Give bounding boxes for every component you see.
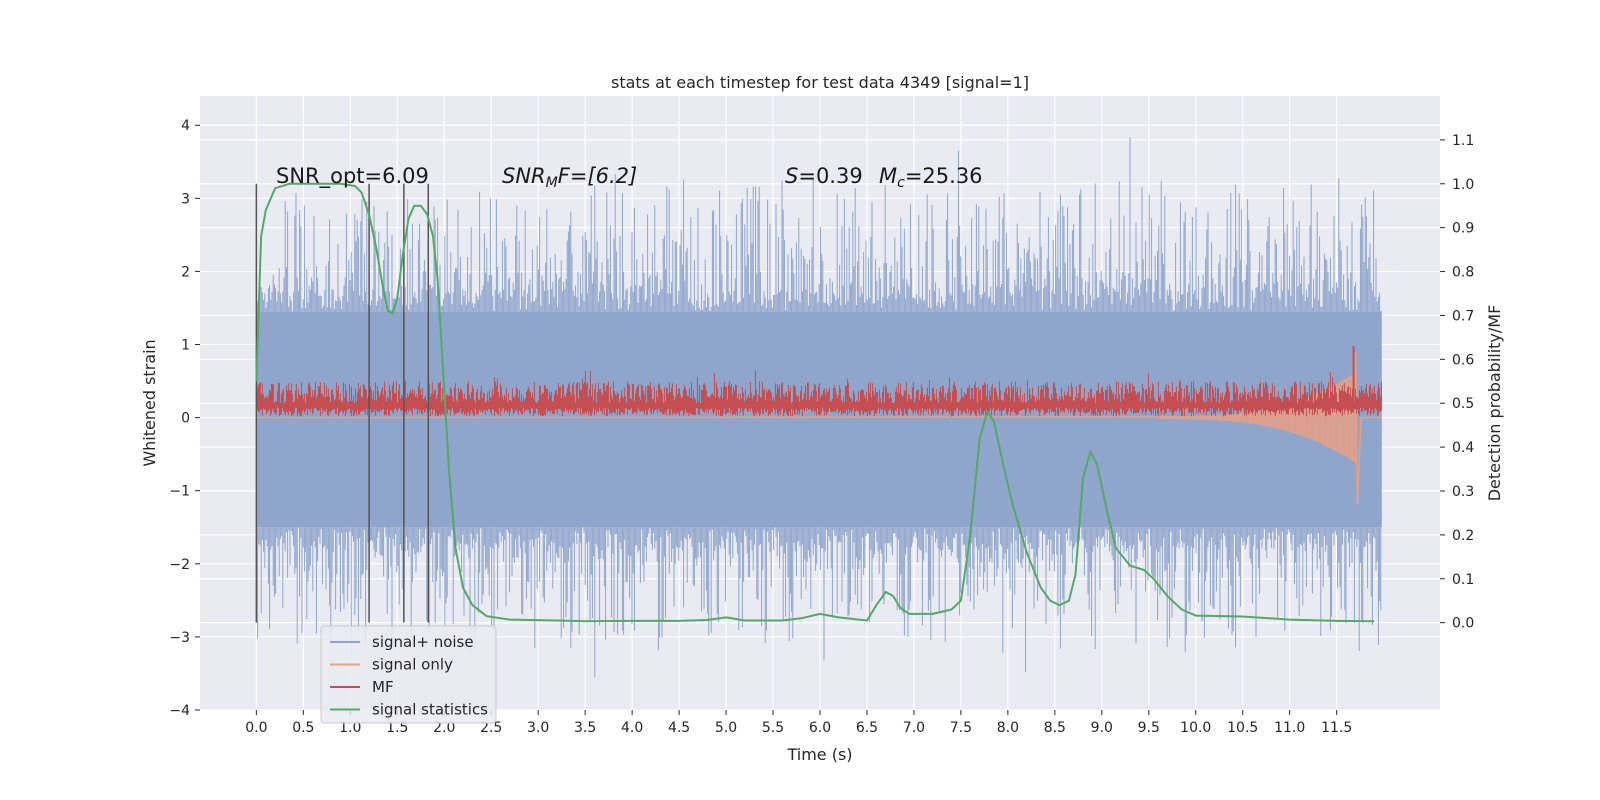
x-tick-label: 9.5 [1138, 720, 1160, 736]
x-tick-label: 6.0 [809, 720, 831, 736]
annotation-s-symbol: S [785, 164, 798, 188]
y-right-tick-label: 0.2 [1452, 528, 1474, 544]
chart-title: stats at each timestep for test data 434… [611, 73, 1029, 92]
y-left-tick-label: 0 [181, 411, 190, 427]
x-tick-label: 0.5 [292, 720, 314, 736]
annotation-snr-opt: SNR_opt=6.09 [276, 164, 429, 189]
y-right-tick-label: 1.1 [1452, 133, 1474, 149]
annotation-snr-mf-subscript: M [546, 175, 558, 191]
y-left-tick-label: −2 [169, 557, 190, 573]
y-left-tick-label: −1 [169, 484, 190, 500]
x-tick-label: 6.5 [856, 720, 878, 736]
y-axis-left-label: Whitened strain [140, 339, 159, 466]
legend-label: signal statistics [372, 701, 488, 719]
x-tick-label: 2.0 [433, 720, 455, 736]
y-left-tick-label: 3 [181, 191, 190, 207]
x-tick-label: 4.5 [668, 720, 690, 736]
x-tick-label: 10.5 [1227, 720, 1258, 736]
y-axis-left-ticks: 4 3 2 1 0 −1 −2 −3 −4 [169, 118, 200, 719]
x-tick-label: 7.0 [903, 720, 925, 736]
signal-statistics-series [255, 182, 1375, 623]
y-right-tick-label: 0.9 [1452, 221, 1474, 237]
x-tick-label: 5.0 [715, 720, 737, 736]
y-right-tick-label: 0.3 [1452, 484, 1474, 500]
y-axis-right-ticks: 1.1 1.0 0.9 0.8 0.7 0.6 0.5 0.4 0.3 0.2 0.1 0.0 [1440, 133, 1474, 632]
vertical-markers [255, 183, 430, 623]
x-tick-label: 11.0 [1274, 720, 1305, 736]
signal-statistics-line [255, 182, 1375, 623]
legend-label: signal+ noise [372, 633, 474, 651]
x-tick-label: 1.5 [386, 720, 408, 736]
noise-band [256, 311, 1382, 528]
x-tick-label: 7.5 [950, 720, 972, 736]
x-tick-label: 4.0 [621, 720, 643, 736]
y-left-tick-label: −3 [169, 630, 190, 646]
y-left-tick-label: 1 [181, 338, 190, 354]
signal-only-chirp [1157, 371, 1357, 464]
y-left-tick-label: 2 [181, 264, 190, 280]
x-tick-label: 8.0 [997, 720, 1019, 736]
annotation-s-value: =0.39 [798, 164, 862, 188]
signal-noise-series [255, 137, 1382, 678]
x-tick-label: 2.5 [480, 720, 502, 736]
y-right-tick-label: 0.8 [1452, 265, 1474, 281]
y-right-tick-label: 0.1 [1452, 572, 1474, 588]
y-left-tick-label: −4 [169, 703, 190, 719]
annotation-snr-mf-value: F=[6.2] [558, 164, 637, 188]
y-right-tick-label: 0.4 [1452, 440, 1474, 456]
annotation-snr-mf-symbol: SNR [502, 164, 546, 188]
y-right-tick-label: 1.0 [1452, 177, 1474, 193]
y-axis-right-label: Detection probability/MF [1485, 305, 1504, 502]
y-right-tick-label: 0.0 [1452, 616, 1474, 632]
annotation-snr-mf: SNRMF=[6.2] [502, 164, 637, 191]
x-axis-label: Time (s) [786, 745, 852, 764]
x-axis-ticks: 0.0 0.5 1.0 1.5 2.0 2.5 3.0 3.5 4.0 4.5 5.0 5.5 6.0 6… [245, 710, 1352, 736]
y-left-tick-label: 4 [181, 118, 190, 134]
x-tick-label: 1.0 [339, 720, 361, 736]
legend: signal+ noise signal only MF signal statist… [320, 625, 497, 724]
legend-box [320, 625, 497, 724]
annotation-mc-subscript: c [897, 175, 905, 191]
x-tick-label: 3.5 [574, 720, 596, 736]
x-tick-label: 8.5 [1044, 720, 1066, 736]
annotation-s: S=0.39 [785, 164, 863, 188]
x-tick-label: 3.0 [527, 720, 549, 736]
y-right-tick-label: 0.6 [1452, 352, 1474, 368]
x-tick-label: 10.0 [1180, 720, 1211, 736]
annotation-mc-symbol: M [879, 164, 897, 188]
x-tick-label: 9.0 [1091, 720, 1113, 736]
x-tick-label: 5.5 [762, 720, 784, 736]
legend-label: signal only [372, 656, 453, 674]
x-tick-label: 0.0 [245, 720, 267, 736]
y-right-tick-label: 0.5 [1452, 396, 1474, 412]
legend-entries: signal+ noise signal only MF signal statist… [330, 633, 488, 719]
y-right-tick-label: 0.7 [1452, 308, 1474, 324]
annotation-mc: Mc=25.36 [879, 164, 983, 191]
legend-label: MF [372, 678, 394, 696]
x-tick-label: 11.5 [1321, 720, 1352, 736]
annotation-mc-value: =25.36 [905, 164, 983, 188]
